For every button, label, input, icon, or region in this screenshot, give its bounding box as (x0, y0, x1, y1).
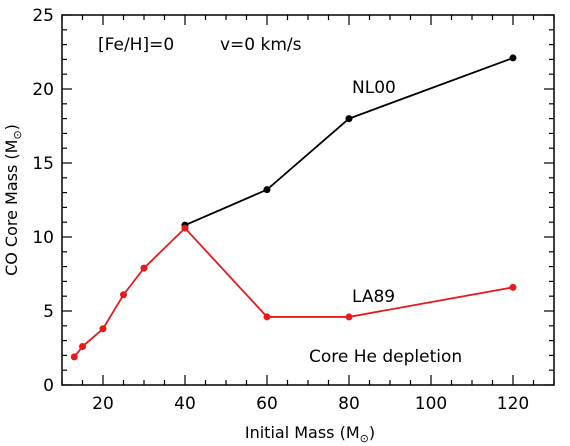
series-label-nl00: NL00 (352, 78, 396, 98)
x-tick-label: 40 (174, 394, 196, 414)
data-point-la89 (509, 283, 517, 291)
data-point-nl00 (509, 54, 517, 62)
rotation-annotation: v=0 km/s (220, 35, 302, 55)
y-axis-sun-symbol: ⊙ (11, 130, 24, 139)
data-point-la89 (99, 325, 107, 333)
y-tick-label: 15 (32, 154, 54, 174)
data-point-la89 (263, 313, 271, 321)
y-axis-ticks: 0 5 10 15 20 25 (32, 6, 554, 396)
data-point-la89 (345, 313, 353, 321)
x-tick-label: 20 (92, 394, 114, 414)
y-tick-label: 25 (32, 6, 54, 26)
series-line-nl00 (184, 57, 514, 226)
metallicity-annotation: [Fe/H]=0 (98, 35, 174, 55)
data-point-la89 (140, 264, 148, 272)
data-point-la89 (120, 291, 127, 299)
data-point-la89 (70, 353, 78, 361)
x-tick-label: 120 (497, 394, 529, 414)
y-tick-label: 0 (43, 376, 54, 396)
y-tick-label: 10 (32, 228, 54, 248)
data-point-nl00 (345, 115, 353, 123)
x-axis-label: Initial Mass (M⊙) (245, 423, 375, 445)
x-tick-label: 80 (338, 394, 360, 414)
data-point-la89 (79, 343, 86, 351)
series-line-la89 (73, 226, 514, 358)
x-axis-sun-symbol: ⊙ (360, 432, 369, 445)
x-tick-label: 100 (415, 394, 447, 414)
data-point-la89 (181, 224, 189, 232)
series-label-la89: LA89 (352, 287, 395, 307)
y-axis-label: CO Core Mass (M⊙) (2, 124, 24, 276)
data-point-nl00 (263, 186, 271, 194)
x-axis-ticks: 20 40 60 80 100 120 (61, 15, 555, 414)
y-tick-label: 20 (32, 80, 54, 100)
series-layer (70, 54, 517, 361)
x-tick-label: 60 (256, 394, 278, 414)
phase-annotation: Core He depletion (309, 347, 462, 367)
y-tick-label: 5 (43, 302, 54, 322)
